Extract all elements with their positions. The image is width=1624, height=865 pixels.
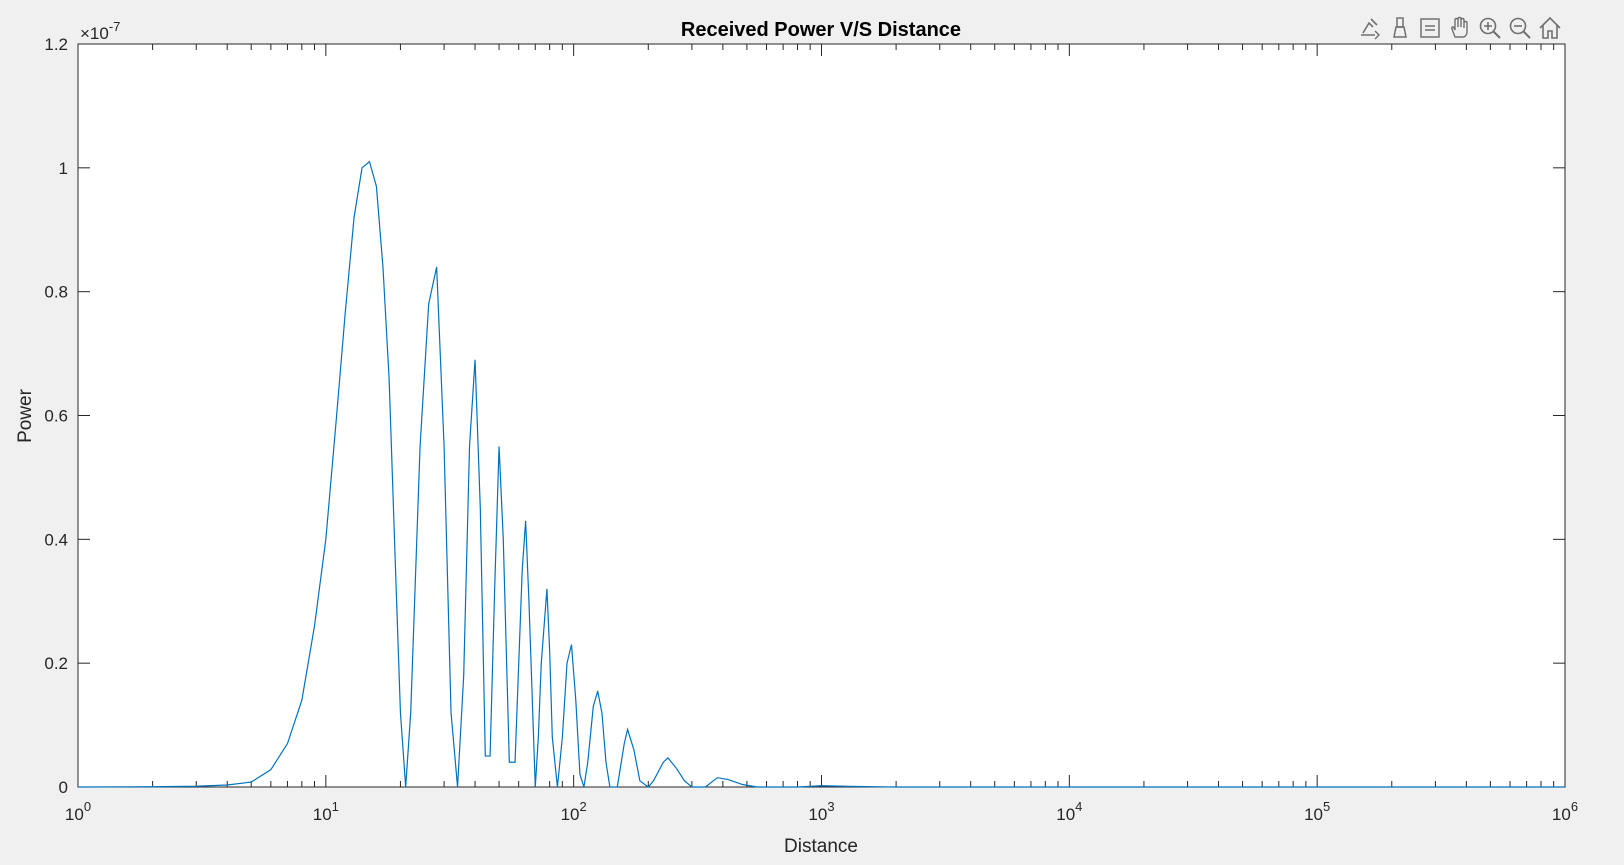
- axes-background: [77, 43, 1566, 788]
- labels-layer: 100 101 102 103 104 105 106 0 0.2 0.4 0.6 0.8 1 1.2 ×1…: [44, 19, 1578, 824]
- export-icon[interactable]: [1356, 14, 1384, 42]
- axes-toolbar: [1356, 14, 1564, 42]
- y-tick-label: 0.4: [44, 530, 68, 549]
- zoom-out-icon[interactable]: [1506, 14, 1534, 42]
- x-tick-label: 106: [1552, 799, 1578, 824]
- power-curve: [77, 160, 1565, 788]
- y-tick-label: 1: [59, 159, 68, 178]
- pan-icon[interactable]: [1446, 14, 1474, 42]
- ticks-layer: [77, 43, 1566, 788]
- y-tick-label: 0: [59, 778, 68, 797]
- y-tick-label: 1.2: [44, 35, 68, 54]
- brush-icon[interactable]: [1386, 14, 1414, 42]
- x-tick-label: 103: [808, 799, 834, 824]
- data-tips-icon[interactable]: [1416, 14, 1444, 42]
- x-tick-label: 101: [313, 799, 339, 824]
- x-tick-label: 102: [561, 799, 587, 824]
- y-axis-label: Power: [15, 388, 36, 443]
- y-tick-label: 0.2: [44, 654, 68, 673]
- x-tick-label: 104: [1056, 799, 1082, 824]
- y-tick-label: 0.6: [44, 407, 68, 426]
- chart-title: Received Power V/S Distance: [681, 19, 961, 41]
- home-icon[interactable]: [1536, 14, 1564, 42]
- x-tick-label: 100: [65, 799, 91, 824]
- y-tick-label: 0.8: [44, 283, 68, 302]
- x-tick-label: 105: [1304, 799, 1330, 824]
- zoom-in-icon[interactable]: [1476, 14, 1504, 42]
- x-axis-label: Distance: [784, 836, 858, 857]
- y-exponent-label: ×10-7: [80, 19, 120, 43]
